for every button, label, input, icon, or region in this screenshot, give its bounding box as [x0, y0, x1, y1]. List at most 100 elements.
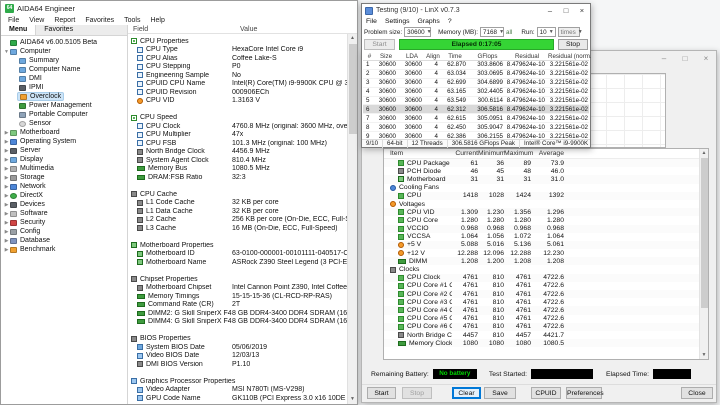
sidebar-item-storage[interactable]: ▶ Storage: [1, 173, 127, 182]
field-row-l2-cache[interactable]: L2 Cache 256 KB per core (On-Die, ECC, Fu…: [128, 216, 347, 225]
field-row-cpu-multiplier[interactable]: CPU Multiplier 47x: [128, 131, 347, 140]
field-row-dimm4-g-skill-sniperx-f4-3400c16-8g-[interactable]: DIMM4: G Skill SniperX F4-3400C16-8G...8…: [128, 318, 347, 327]
linx-start-button[interactable]: Start: [364, 39, 395, 50]
collapsed-arrow-icon[interactable]: ▶: [4, 219, 9, 226]
stat-row-cpu-core-2-clock[interactable]: CPU Core #2 Clock 4761 810 4761 4722.6: [384, 290, 708, 299]
sidebar-item-database[interactable]: ▶ Database: [1, 236, 127, 245]
menu-item-tools[interactable]: Tools: [124, 16, 141, 24]
collapsed-arrow-icon[interactable]: ▶: [4, 165, 9, 172]
field-row-memory-bus[interactable]: Memory Bus 1080.5 MHz: [128, 165, 347, 174]
stat-row-cpu-core-4-clock[interactable]: CPU Core #4 Clock 4761 810 4761 4722.6: [384, 306, 708, 315]
sidebar-item-server[interactable]: ▶ Server: [1, 146, 127, 155]
minimize-icon[interactable]: –: [661, 54, 667, 63]
linx-col-size[interactable]: Size: [379, 53, 393, 60]
field-row-memory-timings[interactable]: Memory Timings 15-15-15-36 (CL-RCD-RP-RAS…: [128, 292, 347, 301]
stat-row-motherboard[interactable]: Motherboard 31 31 31 31.0: [384, 175, 708, 184]
stat-row-cooling-fans[interactable]: Cooling Fans: [384, 184, 708, 192]
sidebar-item-display[interactable]: ▶ Display: [1, 155, 127, 164]
sidebar-item-summary[interactable]: Summary: [1, 56, 127, 65]
sidebar-item-ipmi[interactable]: IPMI: [1, 83, 127, 92]
field-row-gpu-code-name[interactable]: GPU Code Name GK110B (PCI Express 3.0 x16…: [128, 394, 347, 403]
stat-row-dimm[interactable]: DIMM 1.208 1.200 1.208 1.208: [384, 257, 708, 266]
stat-row--12-v[interactable]: +12 V 12.288 12.096 12.288 12.230: [384, 249, 708, 257]
sidebar-item-sensor[interactable]: Sensor: [1, 119, 127, 128]
close-button[interactable]: Close: [681, 387, 713, 399]
sidebar-item-directx[interactable]: ▶ DirectX: [1, 191, 127, 200]
stat-row--5-v[interactable]: +5 V 5.088 5.016 5.136 5.061: [384, 240, 708, 250]
linx-col-gflops[interactable]: GFlops: [477, 53, 498, 60]
memory-select[interactable]: 7168 ▼: [480, 27, 505, 37]
stat-row-voltages[interactable]: Voltages: [384, 200, 708, 208]
field-row-cpu-type[interactable]: CPU Type HexaCore Intel Core i9: [128, 46, 347, 55]
sidebar-item-security[interactable]: ▶ Security: [1, 218, 127, 227]
stat-row-cpu-core-1-clock[interactable]: CPU Core #1 Clock 4761 810 4761 4722.6: [384, 282, 708, 290]
minimize-icon[interactable]: –: [547, 6, 553, 15]
scroll-down-icon[interactable]: ▼: [350, 396, 355, 402]
aida64-titlebar[interactable]: 64 AIDA64 Engineer: [1, 1, 357, 15]
expanded-arrow-icon[interactable]: ▼: [4, 48, 9, 55]
linx-col-lda[interactable]: LDA: [405, 53, 419, 60]
linx-col-time[interactable]: Time: [448, 53, 462, 60]
field-row-video-adapter[interactable]: Video Adapter MSI N780Ti (MS-V298): [128, 386, 347, 395]
stat-row-clocks[interactable]: Clocks: [384, 265, 708, 273]
problem-size-select[interactable]: 30600 ▼: [404, 27, 432, 37]
sidebar-item-computer[interactable]: ▼ Computer: [1, 47, 127, 56]
sidebar-item-computer-name[interactable]: Computer Name: [1, 65, 127, 74]
column-value[interactable]: Value: [240, 25, 258, 33]
all-link[interactable]: all: [506, 28, 513, 36]
linx-stop-button[interactable]: Stop: [558, 39, 588, 50]
group-row-graphics-processor-properties[interactable]: Graphics Processor Properties: [128, 377, 347, 386]
menu-item-view[interactable]: View: [29, 16, 45, 24]
menu-item-favorites[interactable]: Favorites: [85, 16, 115, 24]
sidebar-item-devices[interactable]: ▶ Devices: [1, 200, 127, 209]
field-row-cpu-vid[interactable]: CPU VID 1.3163 V: [128, 97, 347, 106]
field-row-cpu-clock[interactable]: CPU Clock 4760.8 MHz (original: 3600 MHz,…: [128, 122, 347, 131]
linx-result-row-8[interactable]: 8 30600 30600 4 62.450 305.9047 8.479624e-10 3.…: [363, 123, 589, 133]
collapsed-arrow-icon[interactable]: ▶: [4, 174, 9, 181]
field-row-cpuid-revision[interactable]: CPUID Revision 000906ECh: [128, 88, 347, 97]
stat-row-vccsa[interactable]: VCCSA 1.064 1.056 1.072 1.064: [384, 233, 708, 241]
sidebar-item-network[interactable]: ▶ Network: [1, 182, 127, 191]
field-row-l1-data-cache[interactable]: L1 Data Cache 32 KB per core: [128, 207, 347, 216]
group-row-cpu-properties[interactable]: CPU Properties: [128, 37, 347, 46]
collapsed-arrow-icon[interactable]: ▶: [4, 156, 9, 163]
menu-item-settings[interactable]: Settings: [384, 18, 410, 25]
run-select[interactable]: 10 ▼: [536, 27, 556, 37]
sidebar-item-motherboard[interactable]: ▶ Motherboard: [1, 128, 127, 137]
collapsed-arrow-icon[interactable]: ▶: [4, 210, 9, 217]
sidebar-item-multimedia[interactable]: ▶ Multimedia: [1, 164, 127, 173]
linx-result-row-1[interactable]: 1 30600 30600 4 62.870 303.8606 8.479624e-10 3.…: [363, 61, 589, 70]
close-icon[interactable]: ×: [579, 6, 585, 15]
linx-result-row-2[interactable]: 2 30600 30600 4 63.034 303.0695 8.479624e-10 3.…: [363, 70, 589, 79]
linx-col-residual[interactable]: Residual: [514, 53, 540, 60]
field-row-video-bios-date[interactable]: Video BIOS Date 12/03/13: [128, 352, 347, 361]
statistics-scrollbar[interactable]: ▲ ▼: [699, 149, 708, 359]
field-row-north-bridge-clock[interactable]: North Bridge Clock 4456.9 MHz: [128, 148, 347, 157]
stat-row-cpu-clock[interactable]: CPU Clock 4761 810 4761 4722.6: [384, 273, 708, 282]
linx-result-row-6[interactable]: 6 30600 30600 4 62.312 306.5816 8.479624e-10 3.…: [363, 105, 589, 115]
collapsed-arrow-icon[interactable]: ▶: [4, 237, 9, 244]
field-row-system-agent-clock[interactable]: System Agent Clock 810.4 MHz: [128, 156, 347, 165]
menu-item-file[interactable]: File: [366, 18, 377, 25]
stat-row-cpu-core-3-clock[interactable]: CPU Core #3 Clock 4761 810 4761 4722.6: [384, 298, 708, 306]
field-row-dram-fsb-ratio[interactable]: DRAM:FSB Ratio 32:3: [128, 173, 347, 182]
column-field[interactable]: Field: [133, 25, 149, 33]
maximize-icon[interactable]: □: [563, 6, 569, 15]
linx-col--[interactable]: #: [367, 53, 372, 60]
sidebar-item-power-management[interactable]: Power Management: [1, 101, 127, 110]
field-row-command-rate-cr-[interactable]: Command Rate (CR) 2T: [128, 301, 347, 310]
cpuid-button[interactable]: CPUID: [531, 387, 561, 399]
linx-result-row-3[interactable]: 3 30600 30600 4 62.699 304.6899 8.479624e-10 3.…: [363, 79, 589, 88]
collapsed-arrow-icon[interactable]: ▶: [4, 138, 9, 145]
collapsed-arrow-icon[interactable]: ▶: [4, 129, 9, 136]
group-row-cpu-speed[interactable]: CPU Speed: [128, 114, 347, 123]
group-row-motherboard-properties[interactable]: Motherboard Properties: [128, 241, 347, 250]
stat-row-memory-clock[interactable]: Memory Clock 1080 1080 1080 1080.5: [384, 339, 708, 348]
collapsed-arrow-icon[interactable]: ▶: [4, 201, 9, 208]
stat-row-pch-diode[interactable]: PCH Diode 46 45 48 46.0: [384, 167, 708, 175]
linx-result-row-4[interactable]: 4 30600 30600 4 63.165 302.4405 8.479624e-10 3.…: [363, 88, 589, 97]
collapsed-arrow-icon[interactable]: ▶: [4, 183, 9, 190]
field-row-dimm2-g-skill-sniperx-f4-3400c16-8g-[interactable]: DIMM2: G Skill SniperX F4-3400C16-8G...8…: [128, 309, 347, 318]
stat-row-north-bridge-clock[interactable]: North Bridge Clock 4457 810 4457 4421.7: [384, 331, 708, 339]
collapsed-arrow-icon[interactable]: ▶: [4, 246, 9, 253]
